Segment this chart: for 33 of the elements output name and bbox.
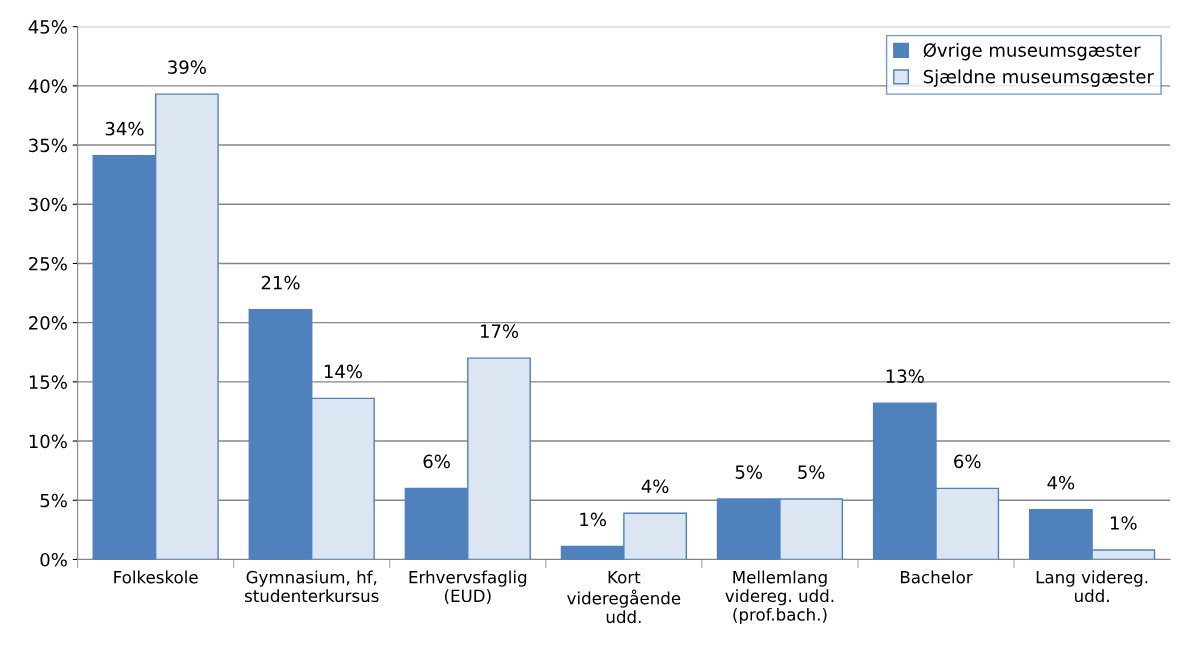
data-label: 4% bbox=[1047, 475, 1075, 490]
x-tick-label: Folkeskole bbox=[114, 570, 198, 584]
y-tick-label: 30% bbox=[29, 197, 67, 212]
data-label: 13% bbox=[886, 369, 924, 383]
y-tick-label: 35% bbox=[29, 138, 67, 153]
y-tick-label: 5% bbox=[40, 493, 67, 508]
x-tick-label: Kort videregående udd. bbox=[567, 571, 681, 624]
legend-label: Sjældne museumsgæster bbox=[923, 69, 1154, 87]
legend-label: Øvrige museumsgæster bbox=[923, 42, 1141, 61]
data-label: 6% bbox=[423, 454, 450, 469]
y-tick-label: 25% bbox=[29, 256, 67, 271]
y-tick-label: 20% bbox=[29, 316, 67, 330]
data-label: 14% bbox=[324, 364, 362, 379]
x-tick-label: Bachelor bbox=[900, 570, 973, 584]
x-tick-label: Gymnasium, hf, studenterkursus bbox=[244, 570, 379, 603]
data-label: 39% bbox=[168, 60, 206, 74]
x-tick-label: Erhvervsfaglig (EUD) bbox=[409, 570, 527, 605]
y-tick-label: 10% bbox=[29, 434, 67, 449]
y-tick-label: 15% bbox=[29, 375, 67, 389]
data-label: 5% bbox=[735, 465, 763, 479]
y-tick-label: 0% bbox=[40, 552, 67, 567]
data-label: 4% bbox=[641, 479, 669, 494]
data-label: 21% bbox=[261, 275, 300, 290]
data-label: 34% bbox=[105, 121, 144, 136]
y-tick-label: 45% bbox=[28, 20, 67, 34]
x-tick-label: Mellemlang videreg. udd. (prof.bach.) bbox=[725, 570, 834, 625]
data-label: 1% bbox=[580, 512, 606, 527]
y-tick-label: 40% bbox=[28, 79, 67, 93]
data-label: 1% bbox=[1110, 516, 1137, 530]
x-tick-label: Lang videreg. udd. bbox=[1036, 570, 1148, 603]
data-label: 5% bbox=[798, 465, 825, 479]
data-label: 6% bbox=[954, 454, 981, 469]
data-label: 17% bbox=[480, 324, 519, 338]
